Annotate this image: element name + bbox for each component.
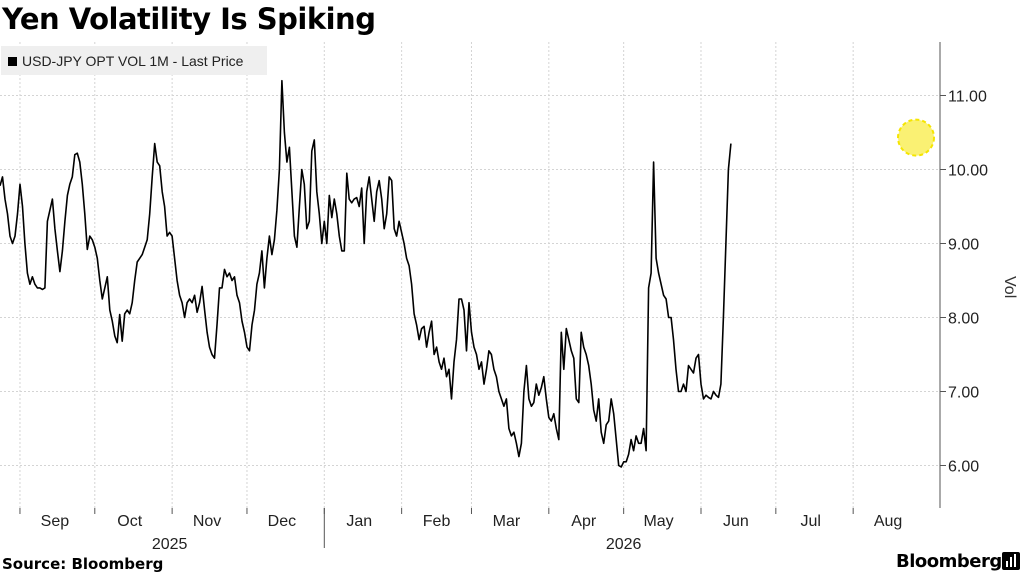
legend-label: USD-JPY OPT VOL 1M - Last Price: [22, 53, 244, 69]
y-tick-label: 8.00: [948, 311, 979, 328]
legend: USD-JPY OPT VOL 1M - Last Price: [1, 46, 267, 75]
y-tick-label: 10.00: [948, 163, 988, 180]
x-tick-label: Jan: [346, 513, 372, 530]
x-tick-label: Feb: [423, 513, 451, 530]
series-line: [0, 79, 732, 468]
y-tick-label: 11.00: [948, 89, 987, 106]
y-axis: 6.00 7.00 8.00 9.00 10.00 11.00: [939, 42, 988, 508]
highlight-marker: [897, 118, 935, 157]
chart-title: Yen Volatility Is Spiking: [2, 2, 376, 36]
x-tick-label: Nov: [193, 513, 221, 530]
y-tick-label: 9.00: [948, 237, 979, 254]
highlight-layer: [897, 118, 935, 157]
x-tick-label: Jun: [723, 513, 749, 530]
x-tick-label: Sep: [41, 513, 70, 530]
x-tick-label: May: [643, 513, 673, 530]
brand-mark-icon: [1002, 552, 1020, 570]
x-tick-label: Oct: [117, 513, 142, 530]
x-tick-label: Jul: [801, 513, 821, 530]
brand-logo-text: Bloomberg: [896, 551, 1002, 572]
x-tick-label: Aug: [874, 513, 902, 530]
legend-swatch: [8, 57, 17, 66]
y-tick-label: 7.00: [948, 385, 979, 402]
source-note: Source: Bloomberg: [2, 555, 164, 573]
series-layer: [0, 79, 732, 468]
gridlines: [0, 42, 940, 508]
x-year-label: 2025: [152, 536, 188, 553]
x-tick-label: Dec: [268, 513, 296, 530]
y-axis-label: Vol: [1001, 276, 1018, 298]
x-tick-label: Mar: [493, 513, 521, 530]
y-tick-label: 6.00: [948, 459, 979, 476]
x-tick-label: Apr: [571, 513, 597, 530]
x-year-label: 2026: [606, 536, 642, 553]
x-axis: Sep Oct Nov Dec Jan Feb Mar Apr May Jun Jul Aug 2025…: [19, 508, 902, 553]
